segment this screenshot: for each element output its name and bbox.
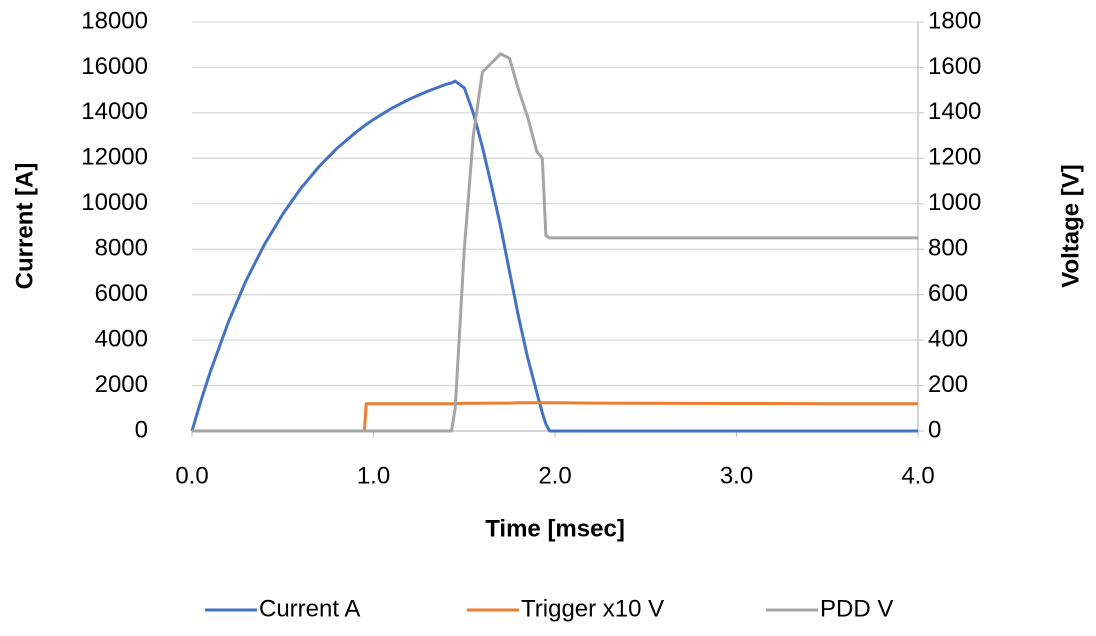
y-tick-label: 2000 [95, 371, 148, 398]
y2-axis-label: Voltage [V] [1057, 164, 1084, 288]
y2-tick-label: 1600 [928, 53, 981, 80]
y2-tick-label: 1000 [928, 189, 981, 216]
y2-tick-label: 600 [928, 280, 968, 307]
y2-tick-label: 1200 [928, 144, 981, 171]
y-tick-label: 12000 [81, 144, 148, 171]
x-axis-label: Time [msec] [485, 515, 625, 542]
y-tick-label: 0 [135, 416, 148, 443]
y-axis-label: Current [A] [11, 163, 38, 290]
y2-tick-label: 200 [928, 371, 968, 398]
x-tick-label: 3.0 [720, 462, 753, 489]
x-tick-label: 0.0 [175, 462, 208, 489]
y-tick-label: 10000 [81, 189, 148, 216]
series-line [190, 79, 918, 433]
y-tick-label: 16000 [81, 53, 148, 80]
y-tick-label: 18000 [81, 7, 148, 34]
y-tick-label: 8000 [95, 235, 148, 262]
y-tick-label: 14000 [81, 98, 148, 125]
legend-label: PDD V [820, 595, 893, 622]
y2-tick-label: 400 [928, 325, 968, 352]
y-tick-label: 6000 [95, 280, 148, 307]
y2-tick-label: 800 [928, 235, 968, 262]
legend-label: Current A [259, 595, 360, 622]
y-tick-label: 4000 [95, 325, 148, 352]
y2-tick-label: 1400 [928, 98, 981, 125]
legend-label: Trigger x10 V [521, 595, 664, 622]
y2-tick-label: 0 [928, 416, 941, 443]
x-tick-label: 1.0 [357, 462, 390, 489]
x-tick-label: 2.0 [538, 462, 571, 489]
y2-tick-label: 1800 [928, 7, 981, 34]
series-line [192, 52, 918, 433]
x-tick-label: 4.0 [901, 462, 934, 489]
series-line [192, 401, 918, 433]
